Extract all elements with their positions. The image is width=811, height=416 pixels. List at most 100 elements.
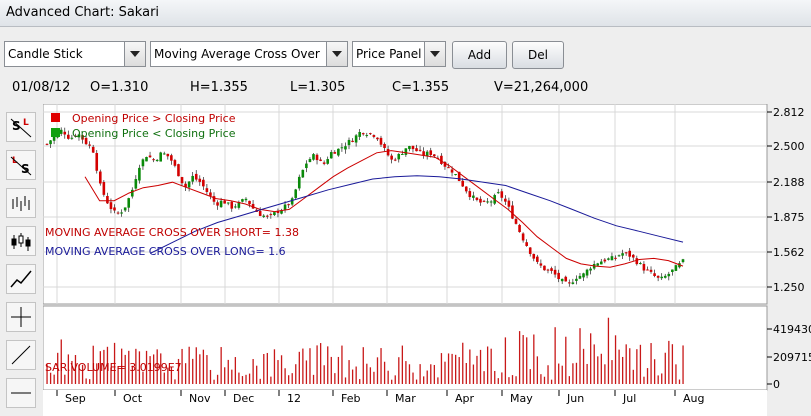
volume-bar [259,378,261,384]
candle-body [653,273,656,276]
candle-body [454,174,457,176]
indicator-value: Moving Average Cross Over [154,47,320,61]
chart-type-select[interactable]: Candle Stick [4,41,146,67]
volume-bar [593,344,595,384]
candle-body [187,181,191,188]
volume-bar [380,348,382,384]
time-tick-label: Dec [233,392,254,405]
svg-text:S: S [21,162,30,176]
volume-bar [483,371,485,384]
candle-body [287,204,290,206]
volume-bar [415,379,418,384]
svg-text:L: L [23,118,29,128]
volume-bar [209,369,212,384]
volume-bar [494,370,496,384]
candle-body [635,258,639,265]
candle-body [63,131,67,135]
candle-body [170,155,173,161]
volume-bar [85,378,87,384]
volume-bar [366,363,368,384]
window-title-bar: Advanced Chart: Sakari [0,0,811,27]
indicator-select[interactable]: Moving Average Cross Over [150,41,348,67]
candle-body [329,152,333,159]
candle-body [443,162,447,167]
candle-body [95,152,99,171]
candle-body [578,275,582,279]
candle-body [102,182,106,195]
volume-bar [433,364,435,384]
candle-body [507,200,511,207]
volume-bar [81,364,84,384]
candle-body [283,204,287,210]
candle-body [585,269,589,276]
candle-body [646,269,649,271]
candle-body [432,154,436,157]
volume-bar [188,346,190,384]
candle-body [472,195,475,198]
del-button[interactable]: Del [512,41,564,69]
chevron-down-icon[interactable] [124,42,145,66]
volume-bar [547,365,549,384]
legend-open-gt-close: Opening Price > Closing Price [72,112,236,125]
candle-body [599,261,603,265]
candle-body [251,203,255,209]
candle-body [269,214,273,216]
volume-bar [266,352,268,384]
candle-body [511,205,514,219]
volume-bar [465,362,467,384]
set-s-l-button[interactable]: S L [6,112,36,142]
candle-body [610,256,614,261]
horizontal-line-button[interactable] [6,378,36,408]
candle-body [521,233,525,241]
volume-bar [682,345,684,384]
ohlc-date: 01/08/12 [12,80,71,95]
volume-bar [518,331,521,384]
candle-body [305,163,308,169]
candle-body [162,153,166,155]
volume-bar [639,344,642,384]
candle-body [113,207,116,211]
volume-bar [227,359,229,384]
volume-bar [508,377,510,384]
candle-body [280,210,283,214]
candle-chart-icon [11,233,31,251]
volume-bar [479,349,482,384]
candle-chart-button[interactable] [6,226,36,256]
legend-open-lt-close: Opening Price < Closing Price [72,127,236,140]
price-volume-chart[interactable]: Opening Price > Closing Price Opening Pr… [43,104,811,416]
horizontal-line-icon [11,392,31,394]
time-tick-label: May [510,392,533,405]
candle-body [514,218,518,224]
volume-bar [586,363,588,384]
volume-bar [103,349,105,384]
candle-body [624,252,628,254]
add-button[interactable]: Add [452,41,507,69]
volume-bar [270,376,272,384]
candle-body [401,153,404,155]
volume-bar [671,344,674,384]
ma-long-annotation: MOVING AVERAGE CROSS OVER LONG= 1.6 [45,245,286,258]
panel-select[interactable]: Price Panel [352,41,446,67]
chevron-down-icon[interactable] [326,42,347,66]
candle-body [116,212,120,214]
volume-bar [284,368,286,384]
candle-body [450,169,454,173]
volume-bar [476,355,478,384]
volume-bar [234,357,237,384]
trend-line-button[interactable] [6,340,36,370]
volume-bar [145,350,148,384]
candle-body [166,153,170,157]
time-tick-label: Apr [455,392,475,405]
crosshair-button[interactable] [6,302,36,332]
line-chart-button[interactable] [6,264,36,294]
candle-body [461,180,465,187]
candle-body [546,269,550,271]
volume-bar [394,375,396,384]
candle-body [525,242,528,246]
volume-bar [67,354,70,384]
volume-bar [369,367,372,384]
bar-chart-button[interactable] [6,188,36,218]
volume-bar [64,374,66,384]
chevron-down-icon[interactable] [424,42,445,66]
set-l-s-button[interactable]: L S [6,150,36,180]
